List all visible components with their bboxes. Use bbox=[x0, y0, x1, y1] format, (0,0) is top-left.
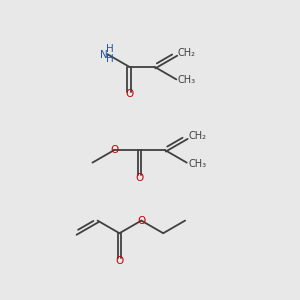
Text: CH₂: CH₂ bbox=[178, 48, 196, 58]
Text: H: H bbox=[106, 55, 114, 64]
Text: CH₃: CH₃ bbox=[178, 75, 196, 85]
Text: O: O bbox=[136, 172, 144, 183]
Text: O: O bbox=[115, 256, 124, 266]
Text: CH₃: CH₃ bbox=[188, 158, 206, 169]
Text: O: O bbox=[110, 145, 118, 155]
Text: O: O bbox=[137, 216, 146, 226]
Text: N: N bbox=[100, 50, 107, 60]
Text: O: O bbox=[125, 89, 133, 99]
Text: H: H bbox=[106, 44, 114, 54]
Text: CH₂: CH₂ bbox=[188, 131, 206, 142]
